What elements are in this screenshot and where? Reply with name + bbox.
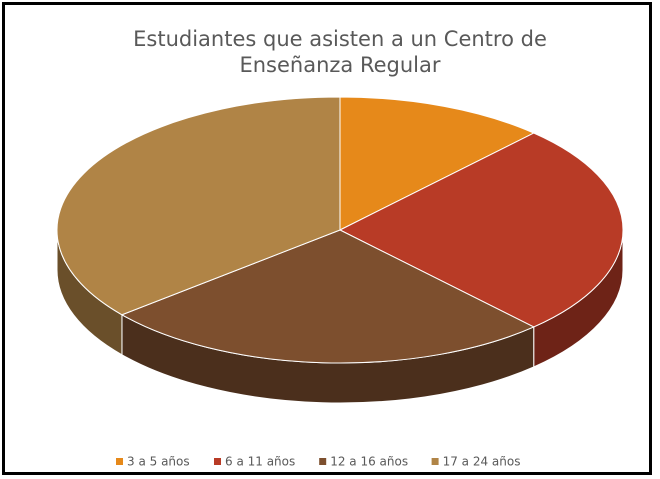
legend-swatch xyxy=(319,458,327,465)
legend-swatch xyxy=(116,458,123,465)
legend-label: 12 a 16 años xyxy=(330,455,408,469)
legend-label: 17 a 24 años xyxy=(443,455,521,469)
chart-frame xyxy=(2,2,652,475)
legend-swatch xyxy=(214,458,221,465)
chart-title: Estudiantes que asisten a un Centro de E… xyxy=(133,27,547,77)
slice xyxy=(56,96,341,316)
legend-label: 3 a 5 años xyxy=(127,455,190,469)
slice xyxy=(339,96,535,231)
legend-label: 6 a 11 años xyxy=(225,455,295,469)
slice xyxy=(338,132,624,328)
slice xyxy=(120,229,535,364)
legend-swatch xyxy=(431,458,439,465)
